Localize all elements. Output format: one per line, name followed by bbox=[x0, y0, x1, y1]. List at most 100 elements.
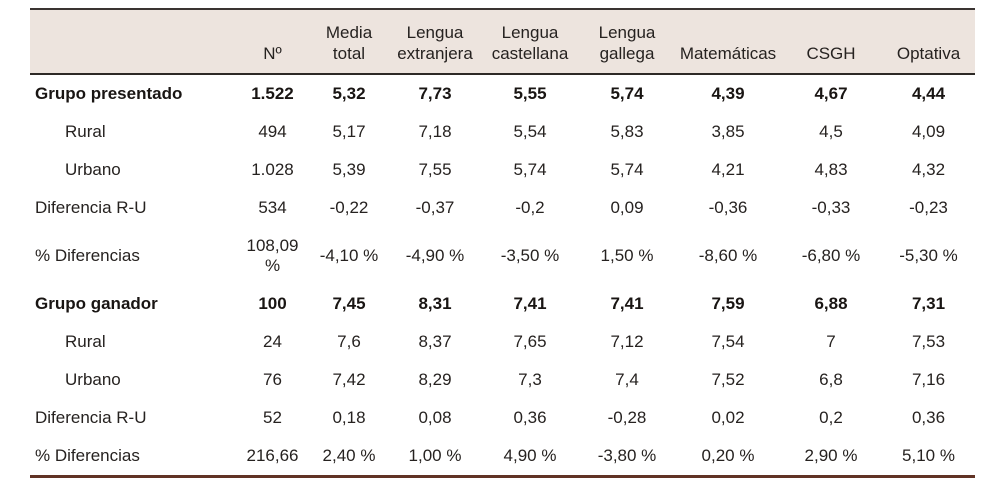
cell-value: 494 bbox=[258, 122, 287, 141]
cell-value: 534 bbox=[258, 198, 287, 217]
cell-value: 1,00 % bbox=[408, 446, 462, 465]
cell-value: 5,32 bbox=[332, 84, 366, 103]
header-cell-matematicas: Matemáticas bbox=[676, 9, 780, 75]
cell-value: -0,28 bbox=[607, 408, 647, 427]
row-label: Diferencia R-U bbox=[35, 408, 147, 427]
cell-value: 0,08 bbox=[418, 408, 452, 427]
cell-value: 7,73 bbox=[418, 84, 452, 103]
cell-value: -0,22 bbox=[329, 198, 369, 217]
table-row: Grupo presentado 1.522 5,32 7,73 5,55 5,74 4,3… bbox=[30, 74, 975, 113]
cell-value: 100 bbox=[258, 294, 287, 313]
table-row: Grupo ganador 100 7,45 8,31 7,41 7,41 7,59 6,88… bbox=[30, 285, 975, 323]
header-cell-csgh: CSGH bbox=[780, 9, 882, 75]
cell-value: 7,12 bbox=[610, 332, 644, 351]
cell-value: 7,41 bbox=[513, 294, 547, 313]
cell-value: 7,41 bbox=[610, 294, 644, 313]
cell-value: 7 bbox=[826, 332, 836, 351]
cell-value: -8,60 % bbox=[698, 246, 758, 265]
header-cell-media-total: Media total bbox=[310, 9, 388, 75]
table-row: Rural 24 7,6 8,37 7,65 7,12 7,54 7 7,53 bbox=[30, 323, 975, 361]
cell-value: -0,33 bbox=[811, 198, 851, 217]
row-label: Diferencia R-U bbox=[35, 198, 147, 217]
cell-value: 4,09 bbox=[911, 122, 946, 141]
cell-value: 76 bbox=[263, 370, 282, 389]
cell-value: 6,8 bbox=[819, 370, 843, 389]
cell-value: 7,18 bbox=[418, 122, 452, 141]
cell-value: -0,23 bbox=[909, 198, 948, 217]
cell-value: 7,54 bbox=[711, 332, 745, 351]
cell-value: 5,39 bbox=[332, 160, 366, 179]
cell-value: 7,6 bbox=[337, 332, 361, 351]
cell-value: 7,65 bbox=[513, 332, 547, 351]
cell-value: 4,32 bbox=[911, 160, 946, 179]
cell-value: 2,90 % bbox=[804, 446, 858, 465]
cell-value: -0,36 bbox=[708, 198, 748, 217]
cell-value: 0,2 bbox=[819, 408, 843, 427]
header-row: Nº Media total Lengua extranjera Lengua … bbox=[30, 9, 975, 75]
cell-value: 5,55 bbox=[513, 84, 547, 103]
cell-value: 1.028 bbox=[251, 160, 294, 179]
cell-value: -4,90 % bbox=[405, 246, 465, 265]
table-row: Rural 494 5,17 7,18 5,54 5,83 3,85 4,5 4,09 bbox=[30, 113, 975, 151]
cell-value: 4,44 bbox=[911, 84, 946, 103]
cell-value: 216,66 bbox=[246, 446, 299, 465]
cell-value: 3,85 bbox=[711, 122, 745, 141]
cell-value: 7,53 bbox=[911, 332, 946, 351]
cell-value: 0,18 bbox=[332, 408, 366, 427]
cell-value: 0,09 bbox=[610, 198, 644, 217]
cell-value: 6,88 bbox=[814, 294, 848, 313]
cell-value: -3,80 % bbox=[597, 446, 657, 465]
row-label: Rural bbox=[65, 122, 106, 141]
cell-value: 0,36 bbox=[911, 408, 946, 427]
cell-value: 4,90 % bbox=[503, 446, 557, 465]
table-row: % Diferencias 216,66 2,40 % 1,00 % 4,90 % -3,… bbox=[30, 437, 975, 477]
cell-value: 52 bbox=[263, 408, 282, 427]
cell-value: 8,37 bbox=[418, 332, 452, 351]
cell-value: 5,74 bbox=[610, 160, 644, 179]
row-label: % Diferencias bbox=[35, 246, 140, 265]
cell-value: 7,31 bbox=[911, 294, 946, 313]
row-label: Grupo presentado bbox=[35, 84, 183, 103]
header-cell-rowlabel bbox=[30, 9, 235, 75]
row-label: % Diferencias bbox=[35, 446, 140, 465]
cell-value: -0,37 bbox=[415, 198, 455, 217]
table-row: Urbano 76 7,42 8,29 7,3 7,4 7,52 6,8 7,16 bbox=[30, 361, 975, 399]
row-label: Urbano bbox=[65, 160, 121, 179]
cell-value: -3,50 % bbox=[500, 246, 560, 265]
table-row: % Diferencias 108,09 % -4,10 % -4,90 % -3,50… bbox=[30, 227, 975, 285]
row-label: Grupo ganador bbox=[35, 294, 158, 313]
row-label: Urbano bbox=[65, 370, 121, 389]
cell-value: 8,29 bbox=[418, 370, 452, 389]
cell-value: 5,74 bbox=[513, 160, 547, 179]
cell-value: 5,10 % bbox=[902, 446, 955, 465]
cell-value: 108,09 % bbox=[246, 236, 299, 275]
cell-value: 24 bbox=[263, 332, 282, 351]
cell-value: 7,4 bbox=[615, 370, 639, 389]
cell-value: 4,67 bbox=[814, 84, 848, 103]
cell-value: 0,20 % bbox=[701, 446, 755, 465]
row-label: Rural bbox=[65, 332, 106, 351]
cell-value: 7,52 bbox=[711, 370, 745, 389]
cell-value: -4,10 % bbox=[319, 246, 379, 265]
table-row: Diferencia R-U 52 0,18 0,08 0,36 -0,28 0,02 0,2… bbox=[30, 399, 975, 437]
cell-value: 7,3 bbox=[518, 370, 542, 389]
cell-value: 7,59 bbox=[711, 294, 745, 313]
cell-value: 7,42 bbox=[332, 370, 366, 389]
header-cell-lengua-castellana: Lengua castellana bbox=[482, 9, 578, 75]
cell-value: 5,74 bbox=[610, 84, 644, 103]
cell-value: 8,31 bbox=[418, 294, 452, 313]
cell-value: 0,02 bbox=[711, 408, 745, 427]
header-cell-optativa: Optativa bbox=[882, 9, 975, 75]
cell-value: -0,2 bbox=[515, 198, 545, 217]
table-row: Urbano 1.028 5,39 7,55 5,74 5,74 4,21 4,83 4,32 bbox=[30, 151, 975, 189]
header-cell-lengua-gallega: Lengua gallega bbox=[578, 9, 676, 75]
cell-value: 1,50 % bbox=[600, 246, 654, 265]
cell-value: 4,5 bbox=[819, 122, 843, 141]
cell-value: 2,40 % bbox=[322, 446, 376, 465]
cell-value: 4,39 bbox=[711, 84, 745, 103]
results-table: Nº Media total Lengua extranjera Lengua … bbox=[30, 8, 975, 478]
cell-value: 5,54 bbox=[513, 122, 547, 141]
cell-value: 4,21 bbox=[711, 160, 745, 179]
table-row: Diferencia R-U 534 -0,22 -0,37 -0,2 0,09 -0,36… bbox=[30, 189, 975, 227]
